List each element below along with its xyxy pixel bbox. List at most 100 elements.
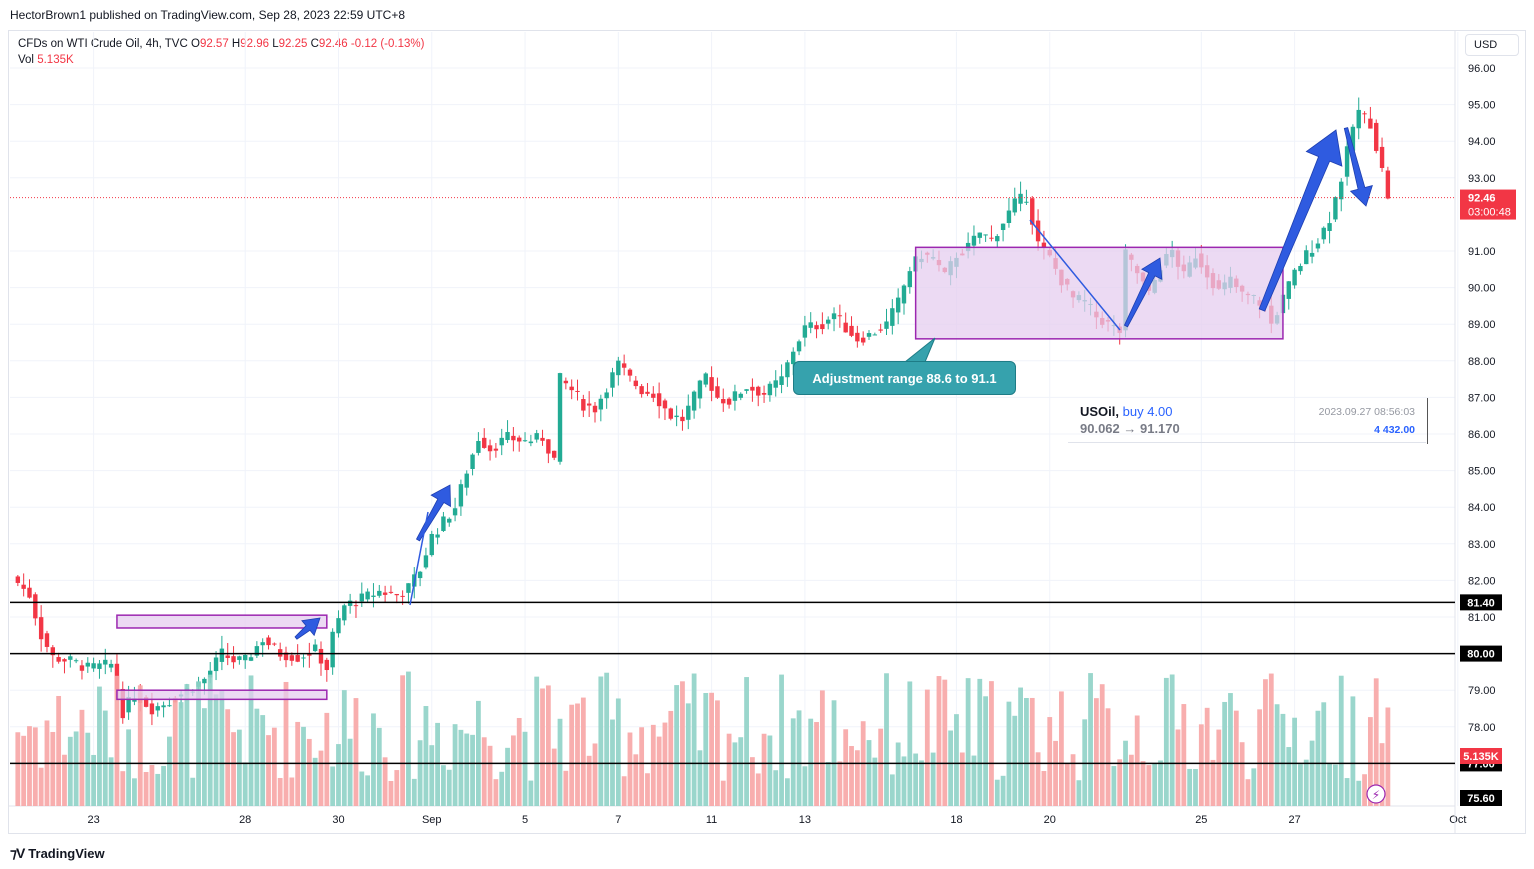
candle-body xyxy=(295,655,300,662)
candle-body xyxy=(108,663,114,668)
volume-bar xyxy=(540,688,545,806)
volume-bar xyxy=(639,727,645,806)
volume-bar xyxy=(394,770,400,806)
volume-bar xyxy=(872,757,878,806)
callout-pointer xyxy=(903,337,936,363)
volume-bar xyxy=(1350,696,1356,806)
volume-bar xyxy=(341,690,347,806)
volume-bar xyxy=(481,737,487,806)
trade-symbol: USOil, xyxy=(1080,404,1120,419)
volume-bar xyxy=(1245,779,1251,806)
volume-bar xyxy=(615,698,621,806)
candle-body xyxy=(860,337,866,343)
candle-body xyxy=(703,373,708,385)
volume-bar xyxy=(884,673,889,806)
volume-bar xyxy=(1029,697,1035,806)
candle-body xyxy=(1012,198,1017,213)
candle-body xyxy=(243,654,248,661)
trade-action: buy 4.00 xyxy=(1122,404,1173,419)
volume-label[interactable]: Vol xyxy=(18,54,34,66)
volume-bar xyxy=(400,675,406,806)
volume-bar xyxy=(889,774,895,806)
candle-body xyxy=(382,592,388,595)
volume-bar xyxy=(645,773,650,806)
volume-bar xyxy=(971,755,977,806)
volume-bar xyxy=(1239,742,1245,806)
candle-body xyxy=(732,391,738,401)
volume-bar xyxy=(1233,710,1239,806)
x-tick-label: 23 xyxy=(87,814,99,826)
currency-button[interactable]: USD xyxy=(1465,34,1519,56)
volume-bar xyxy=(1088,673,1093,806)
candle-body xyxy=(476,440,481,453)
volume-bar xyxy=(493,779,499,806)
candle-body xyxy=(750,386,755,391)
candle-body xyxy=(633,380,639,387)
candle-body xyxy=(330,631,335,668)
candle-body xyxy=(761,392,767,395)
candle-body xyxy=(802,325,808,338)
candle-body xyxy=(995,236,1000,242)
candle-body xyxy=(417,571,423,579)
footer-brand[interactable]: ⁊V TradingView xyxy=(10,845,105,862)
volume-bar xyxy=(1204,707,1210,806)
volume-bar xyxy=(1146,765,1152,806)
trend-arrow-icon xyxy=(415,484,451,542)
volume-bar xyxy=(62,754,67,806)
candle-body xyxy=(21,584,26,589)
volume-bar xyxy=(674,685,680,806)
candle-body xyxy=(312,644,318,652)
candle-body xyxy=(651,393,656,398)
annotation-callout[interactable]: Adjustment range 88.6 to 91.1 xyxy=(793,361,1016,395)
volume-bar xyxy=(435,722,440,806)
volume-bar xyxy=(516,717,522,806)
volume-bar xyxy=(184,684,190,806)
volume-bar xyxy=(983,696,989,806)
volume-bar xyxy=(446,769,452,806)
candle-body xyxy=(44,633,50,647)
candle-body xyxy=(470,454,475,469)
candle-body xyxy=(167,705,172,707)
candle-body xyxy=(1292,269,1297,286)
candle-body xyxy=(371,595,376,597)
volume-bar xyxy=(924,689,930,806)
volume-bar xyxy=(289,777,295,806)
volume-bar xyxy=(213,694,219,806)
volume-bar xyxy=(172,697,178,806)
candle-body xyxy=(493,448,499,451)
volume-bar xyxy=(1041,770,1047,806)
candle-body xyxy=(517,437,522,442)
volume-bar xyxy=(878,728,884,806)
volume-bar xyxy=(1268,673,1274,806)
volume-bar xyxy=(406,671,411,806)
trend-arrow-icon xyxy=(1258,129,1343,312)
candle-body xyxy=(820,324,825,330)
volume-bar xyxy=(1315,710,1321,806)
candle-body xyxy=(56,657,61,662)
candle-body xyxy=(15,576,21,583)
candle-body xyxy=(744,389,749,391)
candle-body xyxy=(592,405,598,413)
symbol-name[interactable]: CFDs on WTI Crude Oil, 4h, TVC xyxy=(18,38,188,50)
volume-bar xyxy=(167,736,172,806)
candle-body xyxy=(365,591,370,600)
volume-bar xyxy=(1006,701,1012,806)
volume-bar xyxy=(1111,766,1117,806)
candle-body xyxy=(1379,146,1385,168)
candle-body xyxy=(674,415,679,418)
candle-body xyxy=(1368,118,1373,129)
volume-bar xyxy=(236,729,242,806)
volume-bar xyxy=(773,770,779,806)
y-tick-label: 93.00 xyxy=(1468,173,1496,185)
volume-bar xyxy=(388,780,394,806)
volume-bar xyxy=(441,765,446,806)
candle-body xyxy=(429,533,434,556)
x-tick-label: 30 xyxy=(332,814,344,826)
volume-bar xyxy=(452,724,458,806)
candle-body xyxy=(155,706,160,711)
candle-body xyxy=(487,445,493,452)
candle-body xyxy=(260,642,265,646)
x-tick-label: 5 xyxy=(522,814,528,826)
volume-bar xyxy=(633,754,639,806)
